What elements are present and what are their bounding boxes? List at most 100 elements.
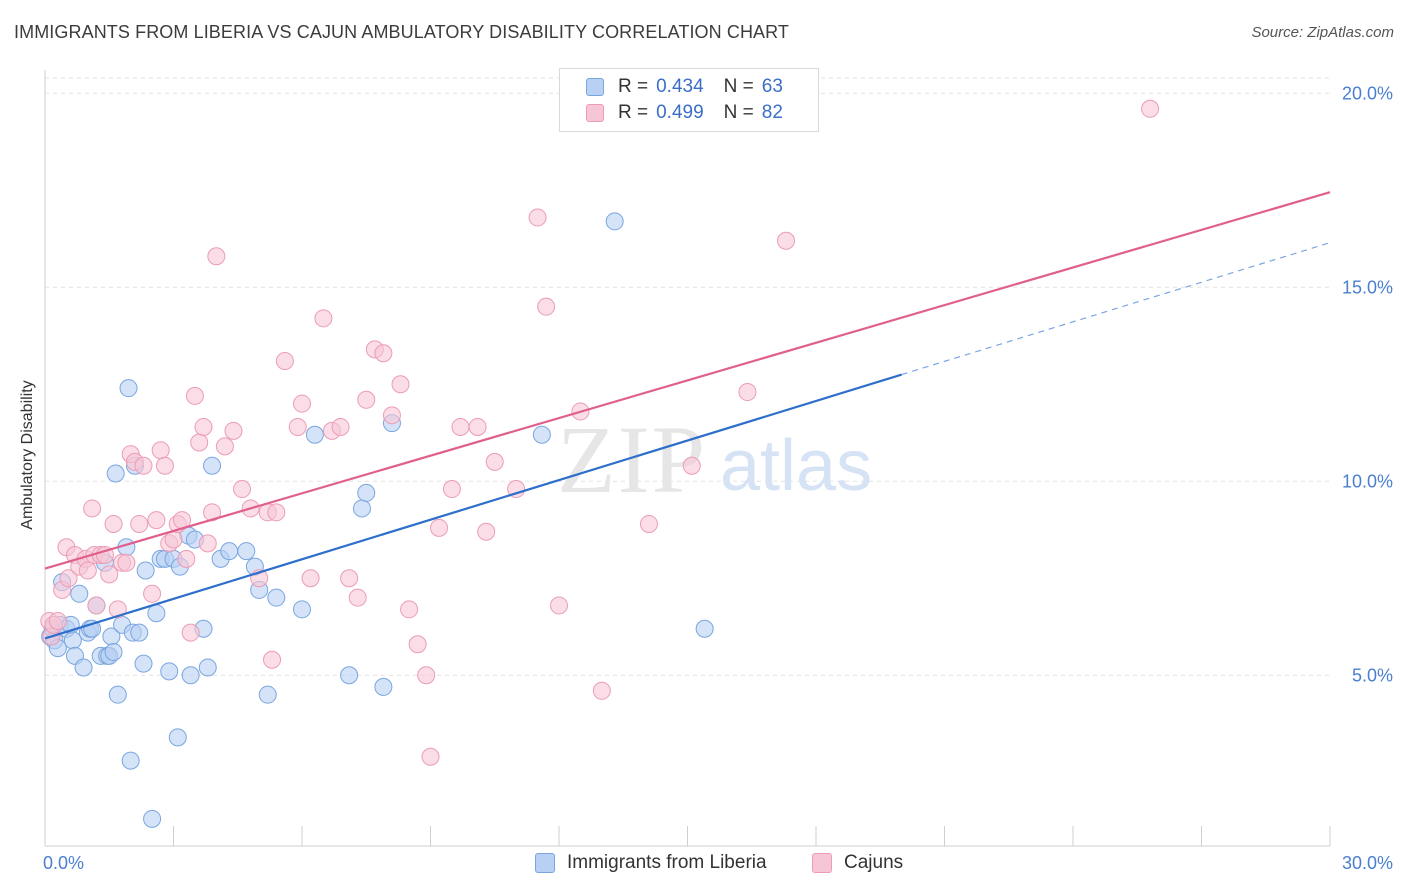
correlation-legend: R = 0.434 N = 63 R = 0.499 N = 82 <box>559 68 819 132</box>
legend-n-label: N = <box>723 102 754 123</box>
data-point-cajuns <box>194 417 213 436</box>
legend-n-value: 82 <box>761 102 783 123</box>
data-point-cajuns <box>331 417 350 436</box>
y-tick-label: 5.0% <box>1352 665 1393 685</box>
data-point-cajuns <box>275 352 294 370</box>
trend-line-cajuns <box>44 191 1331 570</box>
data-point-cajuns <box>198 534 217 553</box>
data-point-liberia <box>70 584 89 603</box>
x-tick-label: 30.0% <box>1342 853 1393 873</box>
data-point-cajuns <box>190 433 209 452</box>
data-point-cajuns <box>117 553 136 572</box>
data-point-liberia <box>136 561 155 580</box>
data-point-liberia <box>134 654 153 673</box>
data-point-cajuns <box>267 503 286 522</box>
data-point-cajuns <box>417 666 436 685</box>
data-point-cajuns <box>639 514 658 533</box>
data-point-liberia <box>147 604 166 623</box>
data-point-cajuns <box>357 390 376 409</box>
data-point-cajuns <box>314 309 333 328</box>
data-point-liberia <box>258 685 277 704</box>
trend-lines <box>44 191 1331 640</box>
data-point-cajuns <box>507 480 526 499</box>
data-point-cajuns <box>78 561 97 580</box>
data-point-cajuns <box>430 518 449 537</box>
data-point-liberia <box>605 212 624 231</box>
data-point-liberia <box>374 677 393 696</box>
data-point-liberia <box>143 809 162 828</box>
data-point-cajuns <box>215 437 234 456</box>
data-point-cajuns <box>348 588 367 607</box>
data-point-cajuns <box>134 456 153 475</box>
data-point-liberia <box>198 658 217 677</box>
data-point-cajuns <box>263 650 282 669</box>
data-point-cajuns <box>59 569 78 588</box>
y-tick-label: 15.0% <box>1342 277 1393 297</box>
legend-item-cajuns: Cajuns <box>812 852 903 874</box>
data-point-liberia <box>74 658 93 677</box>
data-point-liberia <box>293 600 311 619</box>
chart-title: IMMIGRANTS FROM LIBERIA VS CAJUN AMBULAT… <box>14 22 790 42</box>
data-point-cajuns <box>592 681 611 700</box>
legend-label-liberia: Immigrants from Liberia <box>567 852 767 873</box>
data-point-cajuns <box>682 456 701 475</box>
data-point-cajuns <box>155 456 174 475</box>
data-point-liberia <box>695 619 714 638</box>
data-point-cajuns <box>408 635 427 654</box>
legend-swatch-blue <box>535 853 555 873</box>
axes <box>44 70 1331 847</box>
data-point-cajuns <box>143 584 162 603</box>
grid-lines <box>45 77 1330 676</box>
data-point-cajuns <box>288 417 307 436</box>
series-cajuns-points <box>40 99 1160 766</box>
legend-n-value: 63 <box>761 76 783 97</box>
data-point-cajuns <box>382 406 401 425</box>
data-point-cajuns <box>87 596 106 615</box>
data-point-liberia <box>203 456 222 475</box>
data-point-cajuns <box>301 569 320 588</box>
trend-extension-liberia <box>901 242 1331 376</box>
data-point-liberia <box>160 662 179 681</box>
legend-swatch-pink <box>586 104 604 122</box>
data-point-cajuns <box>130 514 149 533</box>
data-point-cajuns <box>233 480 252 499</box>
trend-line-liberia <box>44 373 902 640</box>
x-tick-label: 0.0% <box>43 853 84 873</box>
data-point-cajuns <box>400 600 419 619</box>
legend-row-liberia: R = 0.434 N = 63 <box>586 75 783 99</box>
watermark-zip: ZIP <box>557 406 707 513</box>
data-point-liberia <box>357 483 376 502</box>
tick-labels: 5.0% 10.0% 15.0% 20.0% 0.0% 30.0% <box>43 83 1393 873</box>
data-point-liberia <box>352 499 371 518</box>
data-point-liberia <box>168 728 187 747</box>
data-point-cajuns <box>207 247 226 266</box>
data-point-cajuns <box>177 549 196 568</box>
source-label: Source: ZipAtlas.com <box>1251 24 1394 41</box>
data-point-cajuns <box>83 499 102 518</box>
data-point-liberia <box>119 379 138 398</box>
legend-r-value: 0.499 <box>656 102 704 123</box>
data-point-liberia <box>305 425 324 444</box>
data-point-liberia <box>237 542 256 561</box>
data-point-liberia <box>63 631 82 650</box>
data-point-cajuns <box>340 569 359 588</box>
legend-n-label: N = <box>723 76 754 97</box>
legend-item-liberia: Immigrants from Liberia <box>535 852 767 874</box>
data-point-cajuns <box>421 747 440 766</box>
data-point-liberia <box>340 666 359 685</box>
series-legend: Immigrants from Liberia Cajuns <box>0 852 1406 876</box>
data-point-liberia <box>108 685 127 704</box>
data-point-cajuns <box>550 596 568 615</box>
legend-r-label: R = <box>618 76 649 97</box>
data-point-cajuns <box>224 421 243 440</box>
data-point-cajuns <box>147 511 166 530</box>
data-point-cajuns <box>293 394 311 413</box>
legend-swatch-blue <box>586 78 604 96</box>
data-point-cajuns <box>374 344 393 363</box>
data-point-cajuns <box>485 452 504 471</box>
data-point-cajuns <box>48 611 67 630</box>
data-point-liberia <box>220 542 239 561</box>
data-point-cajuns <box>391 375 410 394</box>
legend-r-value: 0.434 <box>656 76 704 97</box>
